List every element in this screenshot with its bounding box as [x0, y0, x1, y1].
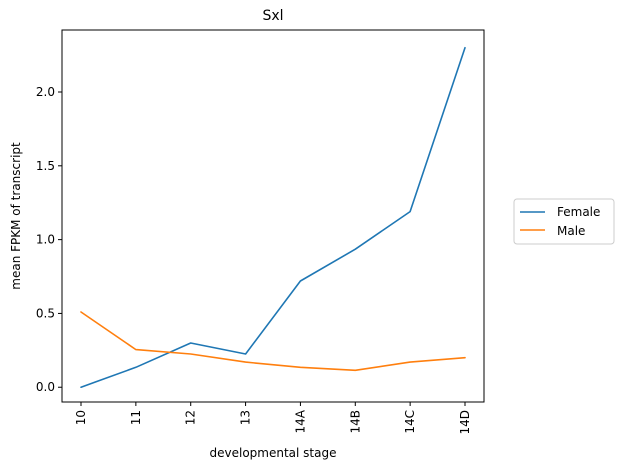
x-tick-label: 14C	[403, 410, 417, 434]
series-layer	[80, 46, 466, 389]
y-axis-label: mean FPKM of transcript	[9, 142, 23, 290]
chart-title: Sxl	[262, 8, 283, 24]
series-line-male	[80, 311, 466, 372]
x-axis-label: developmental stage	[210, 446, 337, 460]
y-tick-label: 1.5	[36, 159, 55, 173]
y-tick-label: 0.0	[36, 380, 55, 394]
x-tick-label: 11	[129, 410, 143, 425]
legend-frame	[513, 198, 615, 245]
x-tick-label: 14B	[348, 410, 362, 434]
x-tick-label: 10	[74, 410, 88, 425]
x-tick-label: 14A	[293, 409, 307, 433]
y-tick-label: 1.0	[36, 233, 55, 247]
legend: Female Male	[513, 198, 615, 245]
x-axis: 10 11 12 13 14A 14B 14C 14D	[74, 402, 472, 435]
legend-label-female: Female	[557, 205, 600, 219]
x-tick-label: 14D	[458, 410, 472, 435]
x-tick-label: 12	[184, 410, 198, 425]
y-tick-label: 0.5	[36, 306, 55, 320]
x-tick-label: 13	[239, 410, 253, 425]
y-tick-label: 2.0	[36, 85, 55, 99]
plot-frame	[61, 29, 485, 403]
series-line-female	[80, 46, 466, 389]
legend-label-male: Male	[557, 224, 585, 238]
y-axis: 0.0 0.5 1.0 1.5 2.0	[36, 85, 62, 394]
